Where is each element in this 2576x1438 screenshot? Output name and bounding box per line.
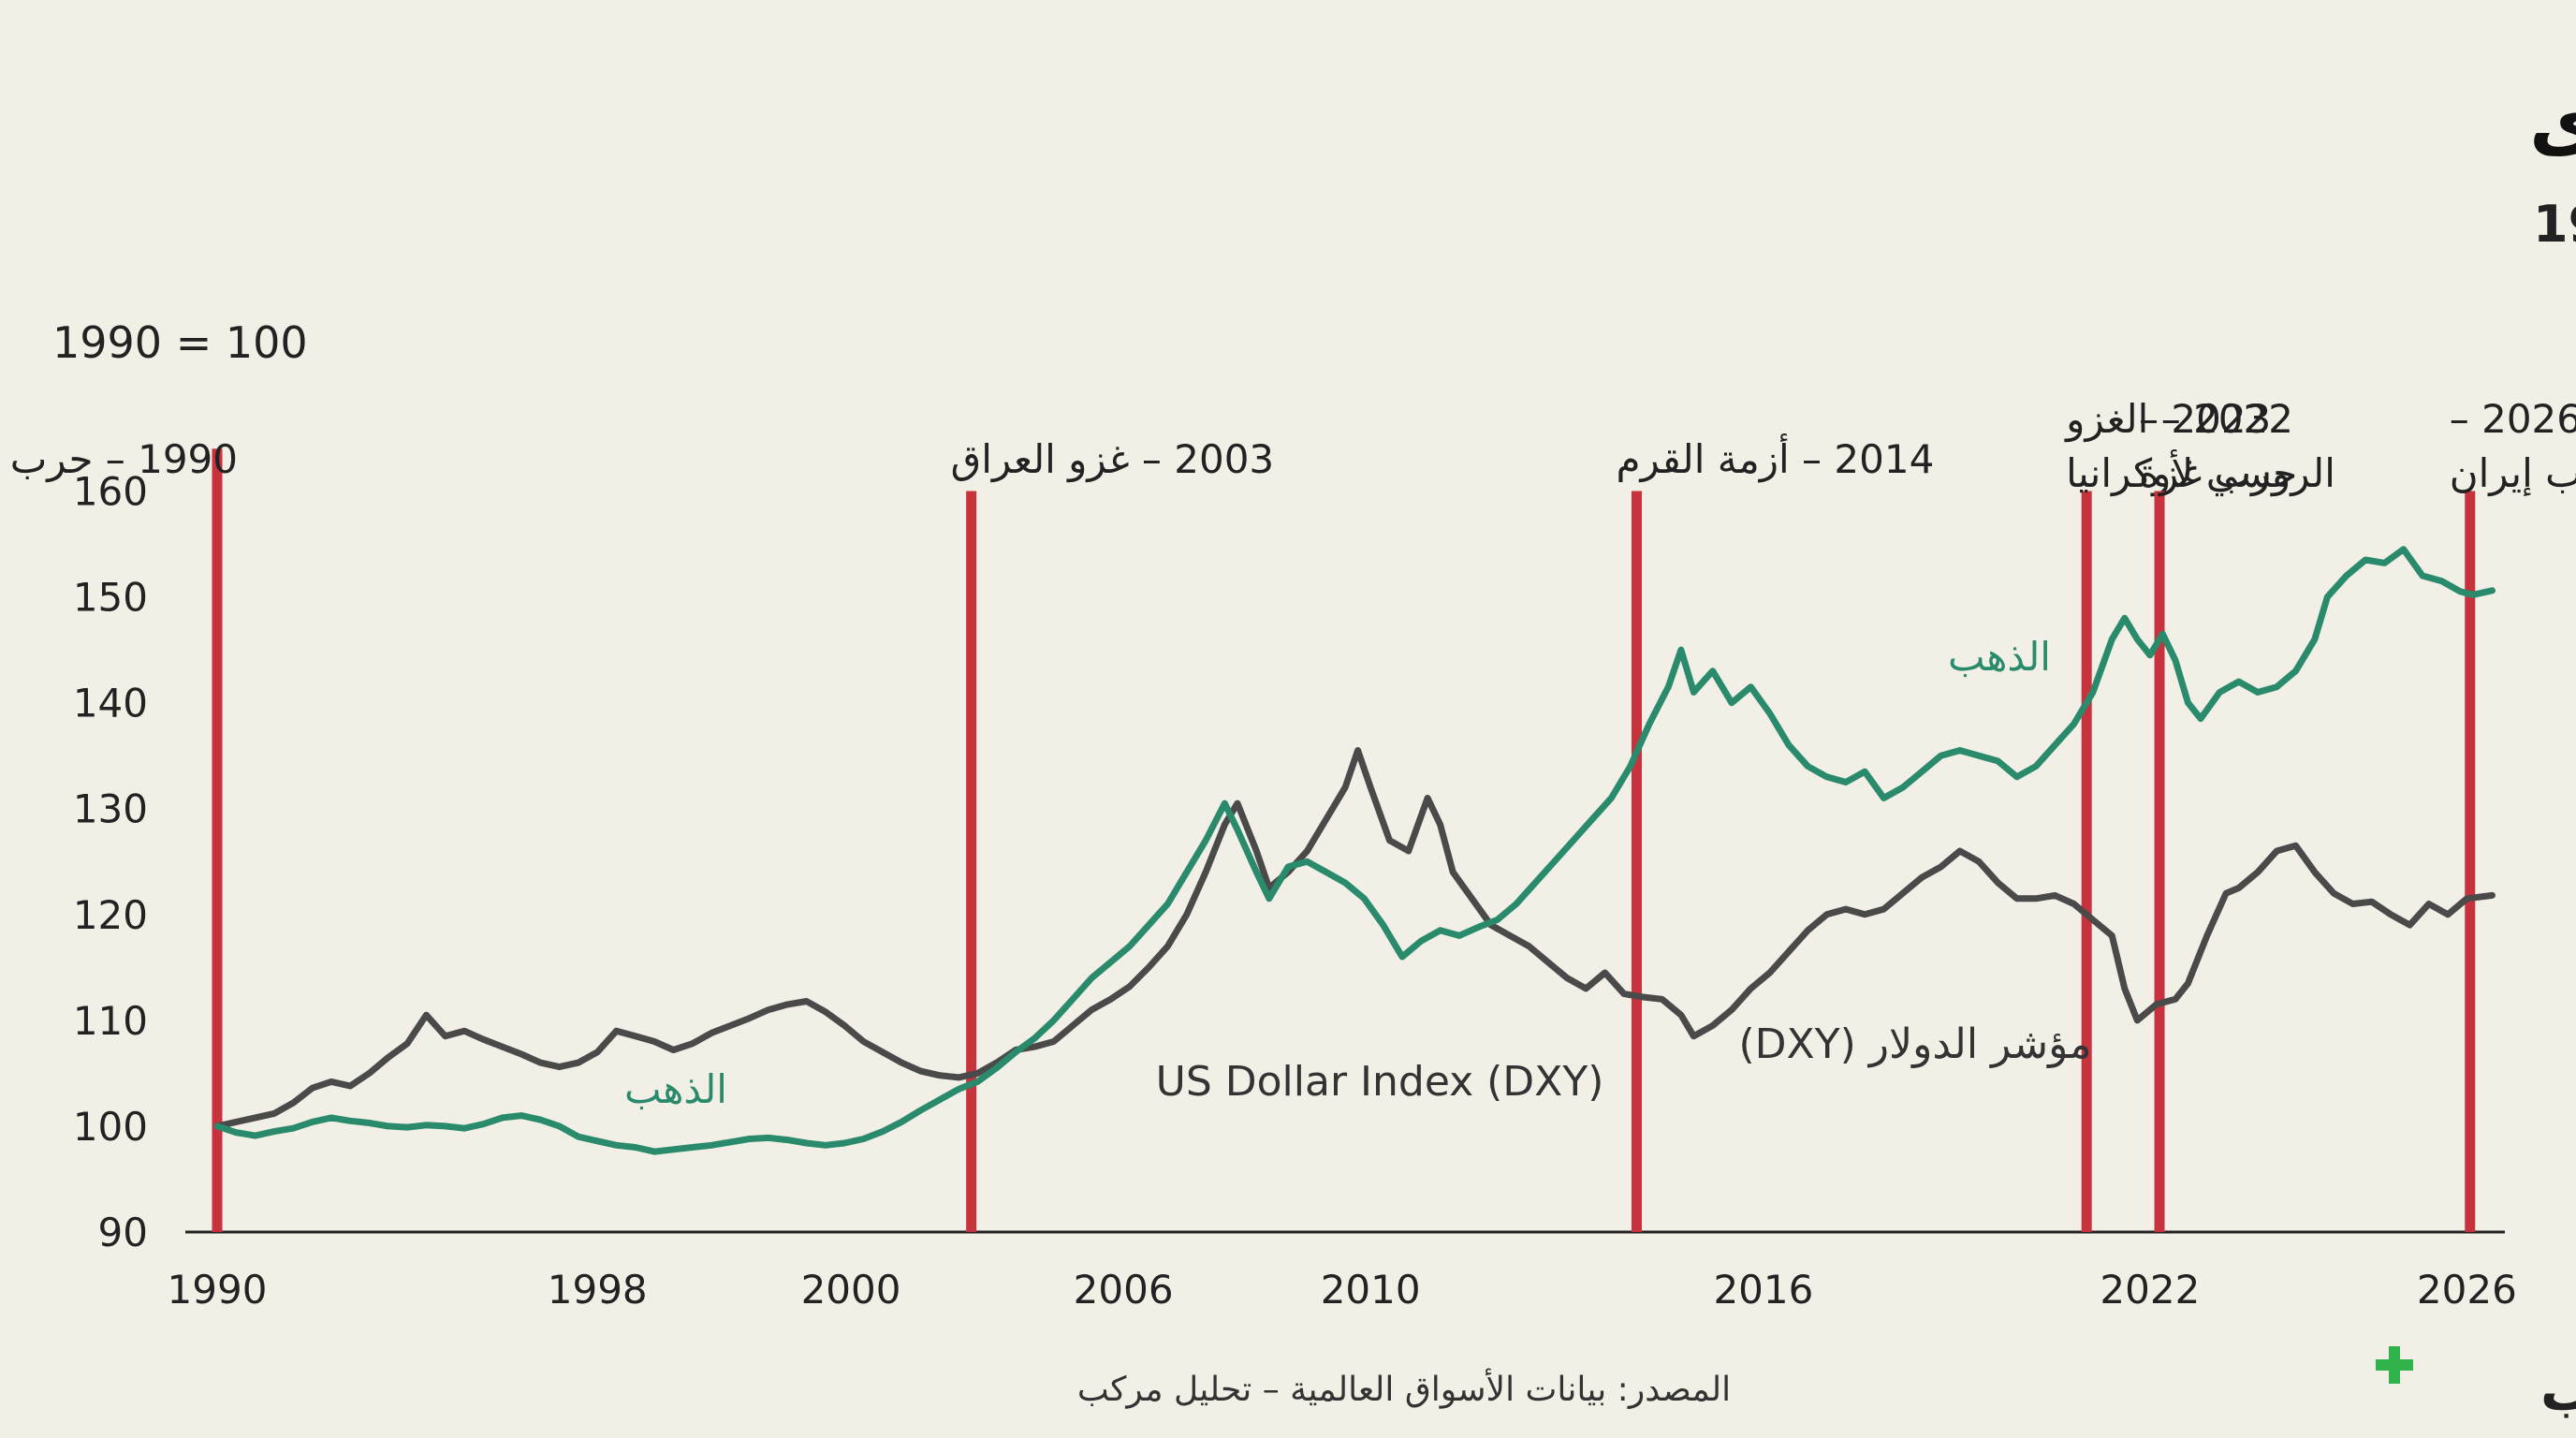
event-label: 2014 – أزمة القرم	[1616, 433, 1934, 482]
x-tick-label: 2010	[1321, 1267, 1421, 1313]
event-label: 2003 – غزو العراق	[951, 436, 1275, 482]
y-tick-label: 150	[73, 575, 148, 621]
y-tick-label: 90	[98, 1210, 148, 1255]
series-line-gold	[213, 546, 2496, 1155]
chart-title: الذهب والدولار عبر الحروب الكبرى	[2529, 78, 2576, 168]
x-tick-label: 2022	[2100, 1267, 2200, 1313]
event-label: الروسي لأوكرانيا	[2066, 448, 2335, 497]
brand-name: مركب	[2540, 1359, 2576, 1424]
x-tick-label: 2000	[801, 1267, 901, 1313]
chart-subtitle: كيف تحرك الذهب ومؤشر الدولار خلال الأزما…	[2533, 194, 2576, 254]
y-tick-label: 120	[73, 892, 148, 938]
event-label: 1990 – حرب الخليج	[0, 436, 238, 483]
dxy-label-english: US Dollar Index (DXY)	[1156, 1058, 1604, 1106]
event-markers: 1990 – حرب الخليج 2003 – غزو العراق 2014 –…	[0, 396, 2576, 1232]
x-tick-label: 2026	[2417, 1267, 2517, 1313]
event-label: 2023 –	[2139, 396, 2271, 442]
x-tick-label: 2016	[1713, 1267, 1813, 1313]
source-note: المصدر: بيانات الأسواق العالمية – تحليل …	[1077, 1368, 1731, 1409]
event-label: 2022 – الغزو	[2064, 396, 2293, 442]
event-label: 2026 –	[2450, 396, 2576, 442]
logo-plus-horizontal	[2376, 1359, 2413, 1371]
x-tick-label: 1998	[548, 1267, 648, 1313]
y-tick-label: 140	[73, 681, 148, 726]
series-line-dxy	[213, 747, 2496, 1130]
y-tick-label: 100	[73, 1104, 148, 1150]
event-label: حرب إيران	[2450, 450, 2576, 497]
y-tick-label: 110	[73, 998, 148, 1044]
x-axis-ticks: 1990 1998 2000 2006 2010 2016 2022 2026	[168, 1267, 2517, 1313]
x-tick-label: 2006	[1074, 1267, 1174, 1313]
y-axis-ticks: 90 100 110 120 130 140 150 160	[73, 469, 148, 1255]
gold-label-upper: الذهب	[1948, 634, 2051, 680]
gold-label-lower: الذهب	[624, 1066, 727, 1112]
unit-label: 1990 = 100	[52, 317, 308, 368]
x-tick-label: 1990	[168, 1267, 268, 1313]
event-label: حرب غزة	[2139, 450, 2297, 496]
y-tick-label: 160	[73, 469, 148, 515]
y-tick-label: 130	[73, 786, 148, 832]
brand-logo: مركب	[2376, 1346, 2576, 1424]
dxy-label-arabic: مؤشر الدولار (DXY)	[1739, 1020, 2092, 1068]
